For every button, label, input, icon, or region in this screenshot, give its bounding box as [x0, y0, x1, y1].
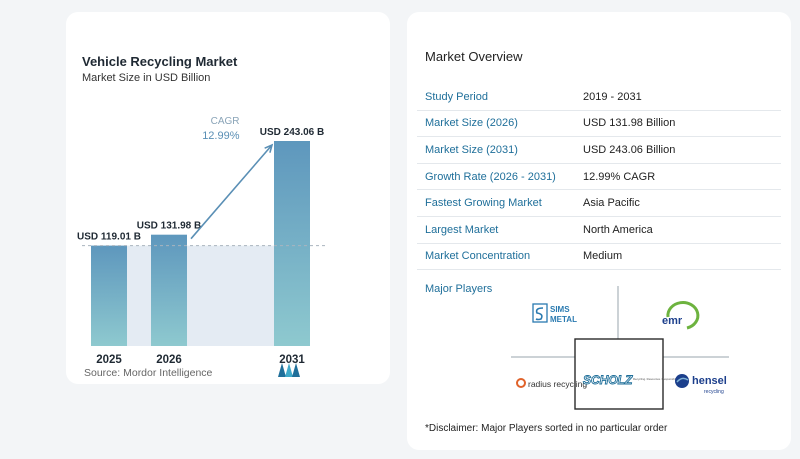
baseline-band	[91, 245, 310, 346]
overview-key: Largest Market	[425, 223, 499, 236]
market-overview-table: Study Period 2019 - 2031 Market Size (20…	[417, 84, 781, 271]
disclaimer-text: *Disclaimer: Major Players sorted in no …	[425, 423, 668, 434]
overview-row-concentration: Market Concentration Medium	[417, 244, 781, 271]
overview-value: 12.99% CAGR	[583, 170, 656, 183]
overview-value: USD 243.06 Billion	[583, 143, 676, 156]
chart-subtitle: Market Size in USD Billion	[82, 72, 211, 84]
chart-card: Vehicle Recycling Market Market Size in …	[66, 12, 390, 384]
overview-key: Fastest Growing Market	[425, 197, 542, 210]
overview-value: Medium	[583, 250, 623, 263]
cagr-value: 12.99%	[202, 130, 240, 142]
sims-metal-label-top: SIMS	[550, 305, 570, 314]
data-label-2025: USD 119.01 B	[77, 232, 141, 243]
emr-label: emr	[662, 315, 683, 327]
x-tick-2031: 2031	[279, 354, 305, 366]
bar-2031	[274, 141, 310, 346]
overview-key: Study Period	[425, 90, 488, 103]
overview-row-growth-rate: Growth Rate (2026 - 2031) 12.99% CAGR	[417, 164, 781, 191]
market-overview-panel: Market Overview Study Period 2019 - 2031…	[407, 12, 791, 450]
overview-row-market-size-2026: Market Size (2026) USD 131.98 Billion	[417, 111, 781, 138]
market-overview-title: Market Overview	[425, 49, 523, 64]
hensel-sublabel: recycling	[704, 389, 724, 395]
cagr-label: CAGR	[211, 116, 240, 127]
sims-metal-logo: SIMS METAL	[532, 303, 577, 324]
overview-value: USD 131.98 Billion	[583, 117, 676, 130]
radius-recycling-label: radius recycling	[528, 379, 587, 389]
overview-key: Market Concentration	[425, 250, 531, 263]
overview-value: Asia Pacific	[583, 197, 640, 210]
overview-key: Growth Rate (2026 - 2031)	[425, 170, 556, 183]
cagr-arrow-line	[190, 144, 273, 240]
x-tick-2026: 2026	[156, 354, 182, 366]
overview-value: North America	[583, 223, 653, 236]
overview-row-market-size-2031: Market Size (2031) USD 243.06 Billion	[417, 137, 781, 164]
bar-2026	[151, 234, 187, 346]
major-players-title: Major Players	[425, 283, 493, 295]
scholz-box	[574, 338, 664, 410]
major-players-grid: SIMS METAL emr radius recycling SCHOLZ R…	[511, 286, 729, 410]
bar-chart: USD 119.01 B 2025 USD 131.98 B 2026 USD 243.…	[77, 116, 328, 366]
scholz-tagline: Recycling. Resources. Responsibility.	[633, 377, 680, 381]
data-label-2031: USD 243.06 B	[260, 127, 324, 138]
overview-value: 2019 - 2031	[583, 90, 642, 103]
scholz-logo: SCHOLZ Recycling. Resources. Responsibil…	[583, 373, 680, 388]
cagr-arrow-head	[264, 143, 274, 153]
overview-key: Market Size (2026)	[425, 117, 518, 130]
data-label-2026: USD 131.98 B	[137, 221, 201, 232]
overview-key: Market Size (2031)	[425, 143, 518, 156]
x-tick-2025: 2025	[96, 354, 122, 366]
overview-row-study-period: Study Period 2019 - 2031	[417, 84, 781, 111]
scholz-label: SCHOLZ	[583, 373, 633, 387]
overview-row-largest-market: Largest Market North America	[417, 217, 781, 244]
chart-title: Vehicle Recycling Market	[82, 54, 238, 69]
overview-row-fastest-growing: Fastest Growing Market Asia Pacific	[417, 190, 781, 217]
source-text: Source: Mordor Intelligence	[84, 367, 213, 379]
hensel-label: hensel	[692, 375, 727, 387]
mordor-logo-icon	[278, 363, 300, 377]
hensel-logo: hensel recycling	[675, 374, 727, 395]
radius-recycling-logo: radius recycling	[516, 378, 587, 389]
emr-logo: emr	[662, 301, 700, 330]
bar-2025	[91, 245, 127, 346]
sims-metal-label-bottom: METAL	[550, 315, 577, 324]
